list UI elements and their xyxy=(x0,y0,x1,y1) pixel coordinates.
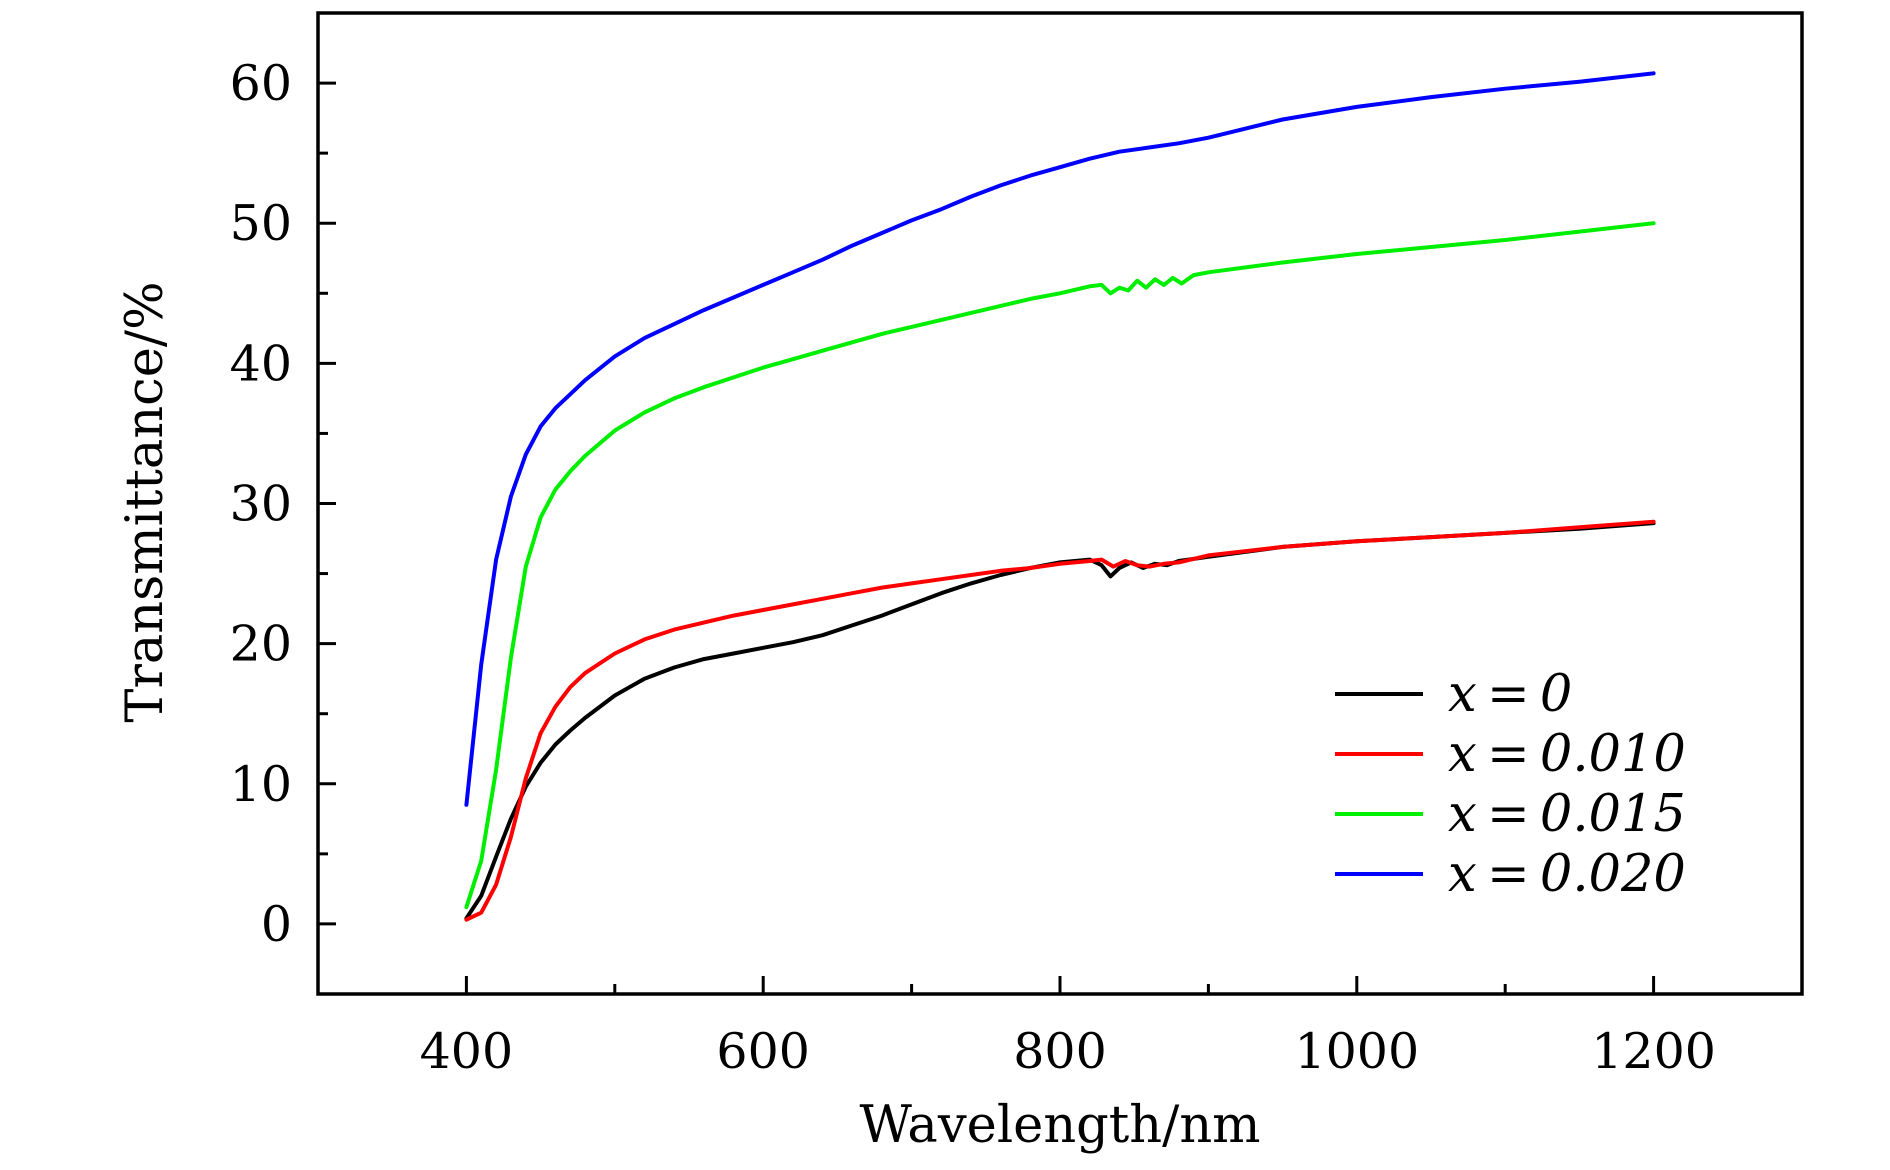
series-line-3 xyxy=(464,221,1656,910)
series-line-2 xyxy=(464,519,1656,922)
y-tick-label: 30 xyxy=(230,476,292,533)
x-axis-title: Wavelength/nm xyxy=(859,1096,1260,1155)
legend-label: x = 0 xyxy=(1448,665,1572,724)
x-tick-label: 1000 xyxy=(1294,1023,1419,1080)
y-tick-label: 10 xyxy=(230,756,292,813)
y-tick-label: 0 xyxy=(261,896,292,953)
x-tick-label: 400 xyxy=(420,1023,514,1080)
x-tick-label: 800 xyxy=(1013,1023,1107,1080)
tick-label-layer: 400 600 800 1000 1200 0 10 20 30 40 50 60 xyxy=(230,55,1716,1080)
y-tick-label: 50 xyxy=(230,195,292,252)
legend-label: x = 0.020 xyxy=(1448,845,1686,904)
y-axis-title: Transmittance/% xyxy=(116,281,175,722)
y-tick-label: 40 xyxy=(230,335,292,392)
x-tick-label: 1200 xyxy=(1591,1023,1716,1080)
plot-frame xyxy=(316,11,1804,996)
series-layer xyxy=(464,71,1656,922)
y-tick-label: 20 xyxy=(230,616,292,673)
series-line-4 xyxy=(464,71,1656,807)
x-tick-label: 600 xyxy=(716,1023,810,1080)
legend-label: x = 0.010 xyxy=(1448,725,1686,784)
y-tick-label: 60 xyxy=(230,55,292,112)
legend-label: x = 0.015 xyxy=(1448,785,1686,844)
